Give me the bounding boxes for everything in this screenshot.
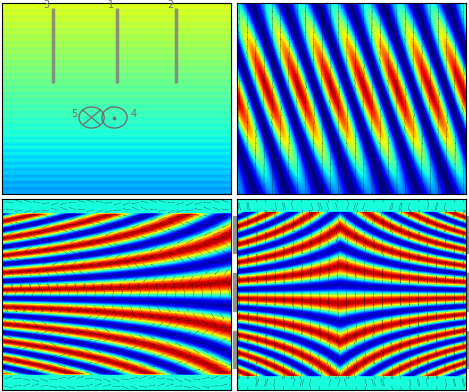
Text: 4: 4 — [130, 109, 136, 118]
Text: 2: 2 — [167, 0, 174, 9]
Text: 5: 5 — [71, 109, 77, 118]
Text: 3: 3 — [44, 0, 50, 9]
Text: 1: 1 — [107, 0, 114, 9]
